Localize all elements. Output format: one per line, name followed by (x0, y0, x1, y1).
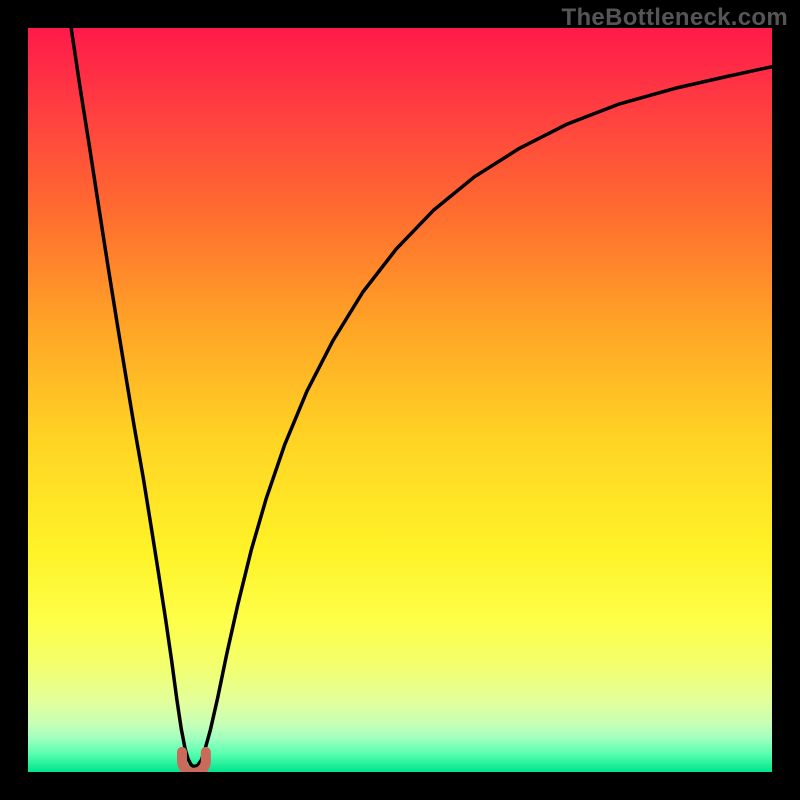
chart-frame: TheBottleneck.com (0, 0, 800, 800)
chart-background-gradient (28, 28, 772, 772)
chart-svg (28, 28, 772, 772)
watermark-text: TheBottleneck.com (562, 4, 788, 32)
chart-plot-area (28, 28, 772, 772)
